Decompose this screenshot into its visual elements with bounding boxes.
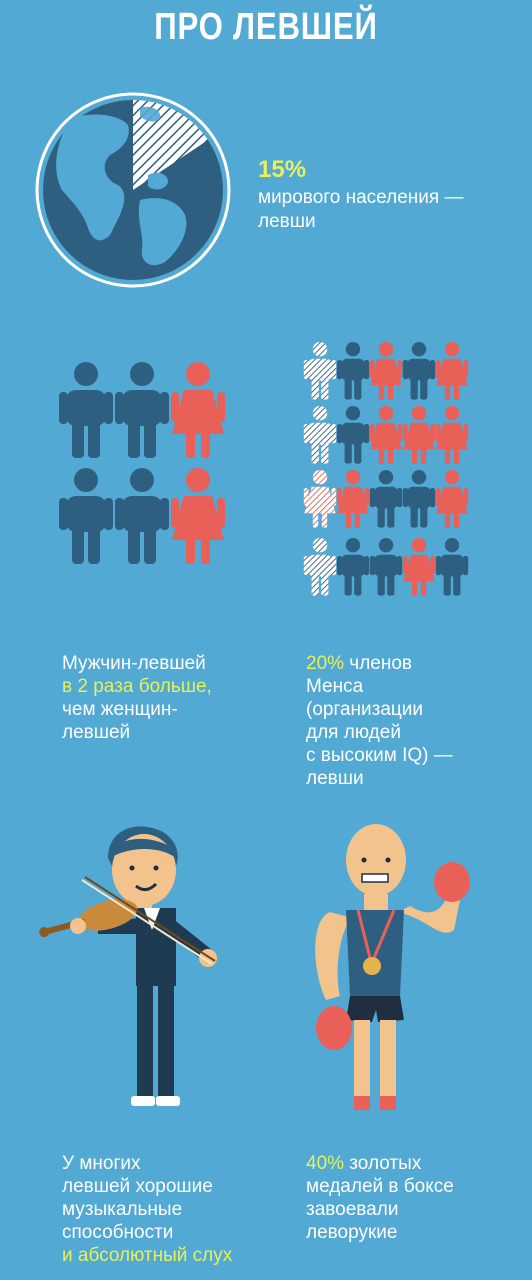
man-icon xyxy=(59,468,113,564)
boxing-percent: 40% xyxy=(306,1153,345,1174)
music-text-line2: левшей хорошие xyxy=(62,1176,213,1197)
gender-text-line4: левшей xyxy=(62,722,131,743)
gender-text-highlight: в 2 раза больше, xyxy=(62,676,212,697)
page-title: ПРО ЛЕВШЕЙ xyxy=(154,6,378,48)
mensa-text-line2: Менса xyxy=(306,676,364,697)
boxing-text-line3: завоевали xyxy=(306,1199,399,1220)
stat-percent-population: 15% xyxy=(258,156,307,183)
man-icon xyxy=(115,362,169,458)
boxing-text-line2: медалей в боксе xyxy=(306,1176,454,1197)
globe-icon xyxy=(35,92,231,288)
music-text-line3: музыкальные xyxy=(62,1199,183,1220)
gender-text-line3: чем женщин- xyxy=(62,699,178,720)
mensa-text-line1: 20% членов xyxy=(306,652,412,675)
man-icon xyxy=(115,468,169,564)
boxing-text-line1: 40% золотых xyxy=(306,1152,421,1175)
mensa-figures xyxy=(303,342,469,596)
violinist-illustration xyxy=(39,826,217,1106)
stat-text-population-line2: левши xyxy=(258,211,316,232)
man-icon xyxy=(59,362,113,458)
gender-figures xyxy=(59,362,225,564)
mensa-text-line6: левши xyxy=(306,768,364,789)
woman-icon xyxy=(171,468,225,564)
gender-text-line1: Мужчин-левшей xyxy=(62,653,206,674)
stat-text-population-line1: мирового населения — xyxy=(258,187,464,208)
mensa-text-line5: с высоким IQ) — xyxy=(306,745,453,766)
boxer-illustration xyxy=(315,824,470,1110)
boxing-text-line4: леворукие xyxy=(306,1222,398,1243)
mensa-text-line1-rest: членов xyxy=(344,653,413,674)
mensa-percent: 20% xyxy=(306,653,345,674)
mensa-text-line3: (организации xyxy=(306,699,424,720)
music-text-line4: способности xyxy=(62,1222,174,1243)
music-text-line1: У многих xyxy=(62,1153,141,1174)
mensa-text-line4: для людей xyxy=(306,722,401,743)
boxing-text-line1-rest: золотых xyxy=(344,1153,422,1174)
woman-icon xyxy=(171,362,225,458)
music-text-highlight: и абсолютный слух xyxy=(62,1245,233,1266)
